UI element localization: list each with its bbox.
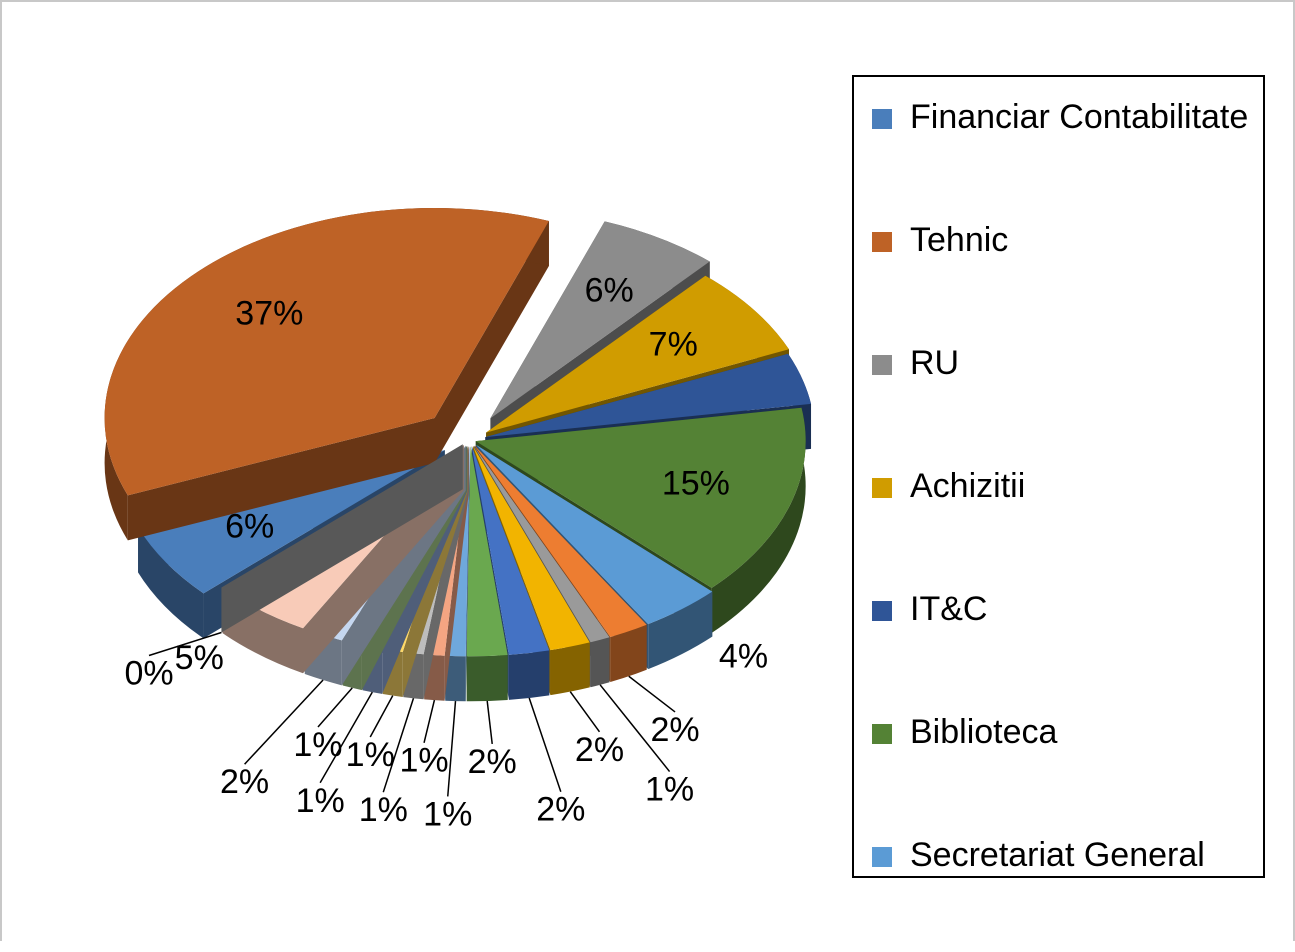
slice-top [486, 275, 789, 433]
slice-top [490, 221, 710, 419]
slice [472, 446, 590, 696]
slice-top [138, 450, 445, 594]
data-label: 1% [399, 742, 448, 780]
legend-swatch [872, 109, 892, 129]
slice-side [590, 637, 610, 688]
legend-entry: RU [854, 337, 1250, 460]
leader-line [599, 684, 671, 773]
data-label: 1% [293, 726, 342, 764]
legend-entry: Financiar Contabilitate [854, 91, 1250, 214]
data-label: 7% [649, 325, 698, 363]
data-label: 1% [296, 782, 345, 820]
leader-line [486, 700, 493, 745]
slice-top [474, 445, 647, 637]
slice [471, 446, 550, 700]
data-label: 1% [346, 736, 395, 774]
legend-label: Achizitii [910, 467, 1026, 505]
legend-entry: IT&C [854, 583, 1250, 706]
data-label: 1% [359, 791, 408, 829]
data-label: 1% [423, 795, 472, 833]
slice-side [445, 655, 466, 702]
data-label: 37% [235, 294, 303, 332]
legend-entry: Tehnic [854, 214, 1250, 337]
leader-line [319, 691, 373, 784]
slice-side [711, 407, 806, 633]
legend: Financiar Contabilitate Tehnic RU Achizitii… [852, 75, 1265, 878]
legend-swatch [872, 355, 892, 375]
legend-entry: Biblioteca [854, 706, 1250, 829]
legend-swatch [872, 847, 892, 867]
legend-swatch [872, 601, 892, 621]
slice-top [472, 446, 590, 651]
slice [104, 207, 549, 541]
legend-label: Secretariat General [910, 836, 1205, 874]
data-label: 2% [575, 731, 624, 769]
slice-top [471, 446, 550, 655]
data-label: 4% [719, 637, 768, 675]
leader-line [447, 701, 457, 797]
slice [476, 444, 713, 670]
slice-top [221, 444, 463, 588]
leader-line [628, 675, 676, 713]
legend-entry: Secretariat General [854, 829, 1250, 952]
data-label: 0% [124, 654, 173, 692]
leader-line [244, 679, 324, 765]
slice-side [138, 450, 445, 639]
legend-label: IT&C [910, 590, 988, 628]
slice-side [221, 444, 463, 633]
legend-label: Financiar Contabilitate [910, 98, 1249, 136]
data-label: 2% [650, 711, 699, 749]
slice-top [476, 444, 713, 625]
data-label: 2% [220, 763, 269, 801]
slice-side [138, 527, 204, 639]
legend-label: Tehnic [910, 221, 1009, 259]
chart: 6%37%6%7%4%15%4%2%1%2%2%2%1%1%1%1%1%1%2%… [104, 207, 812, 833]
slice-top [466, 446, 508, 657]
slice-side [508, 650, 550, 700]
slice-top [104, 207, 549, 496]
data-label: 1% [645, 771, 694, 809]
slice-side [550, 642, 590, 696]
data-label: 6% [585, 271, 634, 309]
legend-swatch [872, 232, 892, 252]
legend-entry: Achizitii [854, 460, 1250, 583]
leader-line [369, 695, 394, 738]
slice [221, 444, 463, 633]
leader-line [528, 697, 562, 792]
leader-line [317, 687, 353, 728]
slice-side [648, 591, 713, 670]
slice-side [127, 220, 549, 541]
leader-line [569, 691, 601, 733]
legend-swatch [872, 478, 892, 498]
legend-label: RU [910, 344, 960, 382]
slice-side [610, 624, 647, 682]
slice-top [475, 407, 806, 588]
leader-line [423, 699, 436, 743]
leader-line [382, 698, 415, 793]
slice [475, 407, 806, 633]
data-label: 2% [468, 743, 517, 781]
legend-label: Biblioteca [910, 713, 1058, 751]
slice [466, 446, 508, 702]
data-label: 15% [662, 465, 730, 503]
slice [474, 445, 647, 682]
legend-swatch [872, 724, 892, 744]
slice-top [485, 353, 812, 438]
data-label: 6% [225, 508, 274, 546]
slice-top [473, 445, 610, 643]
slice [138, 450, 445, 639]
leader-line [148, 631, 222, 657]
data-label: 2% [536, 791, 585, 829]
slice-side [466, 654, 508, 702]
